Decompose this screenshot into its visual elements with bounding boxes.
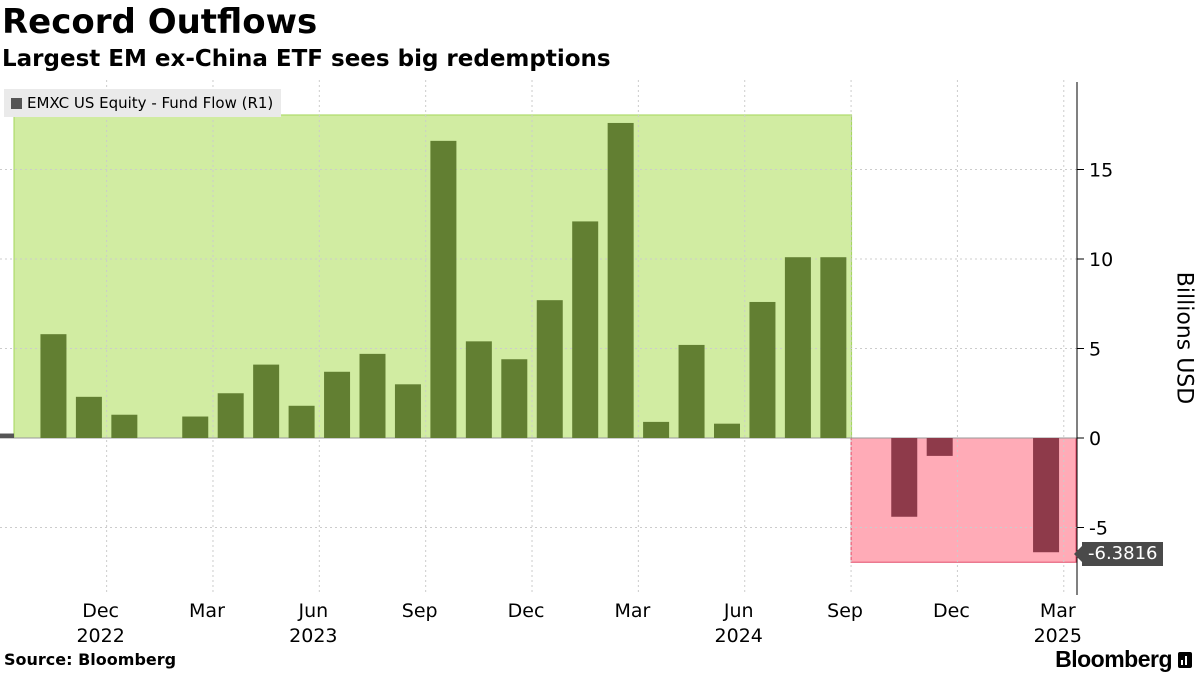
y-tick-label: 5 — [1089, 339, 1101, 361]
x-tick-label: Sep — [827, 600, 863, 622]
bar-2023-11 — [465, 341, 492, 438]
y-axis-label: Billions USD — [1171, 271, 1197, 405]
bar-2024-07 — [749, 301, 776, 438]
bar-2024-02 — [572, 221, 599, 438]
legend: EMXC US Equity - Fund Flow (R1) — [4, 89, 282, 117]
bar-2023-06 — [288, 405, 315, 438]
x-tick-label: Jun — [723, 600, 754, 622]
x-year-label: 2024 — [715, 625, 763, 647]
bar-2023-07 — [324, 371, 351, 438]
y-tick-label: 15 — [1089, 160, 1113, 182]
x-tick-label: Mar — [189, 600, 225, 622]
x-year-label: 2022 — [76, 625, 124, 647]
bar-2022-11 — [40, 334, 67, 438]
x-tick-label: Mar — [1040, 600, 1076, 622]
bar-2024-12 — [926, 438, 953, 456]
bar-2024-11 — [891, 438, 918, 517]
chart-subtitle: Largest EM ex-China ETF sees big redempt… — [2, 46, 611, 72]
bloomberg-terminal-icon — [1178, 651, 1192, 668]
x-tick-label: Dec — [82, 600, 119, 622]
source-note: Source: Bloomberg — [4, 650, 177, 669]
bar-2024-01 — [536, 300, 563, 438]
chart-title: Record Outflows — [2, 2, 318, 42]
bar-2023-10 — [430, 140, 457, 439]
bar-2024-06 — [714, 423, 740, 438]
bar-2024-04 — [643, 421, 670, 438]
bar-2024-09 — [820, 257, 847, 438]
x-tick-label: Sep — [402, 600, 438, 622]
legend-swatch — [11, 97, 22, 109]
y-tick-label: 0 — [1089, 428, 1101, 450]
x-tick-label: Dec — [933, 600, 970, 622]
legend-label: EMXC US Equity - Fund Flow (R1) — [27, 94, 274, 112]
bar-2023-03 — [182, 416, 209, 438]
bar-2023-04 — [217, 393, 244, 438]
x-tick-label: Jun — [297, 600, 328, 622]
last-value-tag: -6.3816 — [1073, 542, 1164, 566]
brand-logo: Bloomberg — [1055, 646, 1192, 673]
x-year-label: 2023 — [289, 625, 337, 647]
x-tick-label: Dec — [508, 600, 545, 622]
y-tick-label: 10 — [1089, 249, 1113, 271]
bar-2023-05 — [253, 364, 280, 438]
bar-2025-03 — [1033, 438, 1060, 553]
bar-2024-05 — [678, 344, 705, 438]
bar-2023-09 — [394, 384, 421, 438]
bar-2023-01 — [111, 414, 138, 438]
bar-2022-10 — [0, 433, 14, 438]
bar-2024-08 — [784, 257, 811, 438]
bar-2023-12 — [501, 359, 528, 438]
bar-2024-03 — [607, 122, 634, 439]
y-tick-label: -5 — [1089, 518, 1108, 540]
x-tick-label: Mar — [614, 600, 650, 622]
bar-2022-12 — [75, 396, 102, 438]
bar-2023-08 — [359, 353, 386, 438]
x-year-label: 2025 — [1034, 625, 1082, 647]
brand-wordmark: Bloomberg — [1055, 646, 1172, 672]
